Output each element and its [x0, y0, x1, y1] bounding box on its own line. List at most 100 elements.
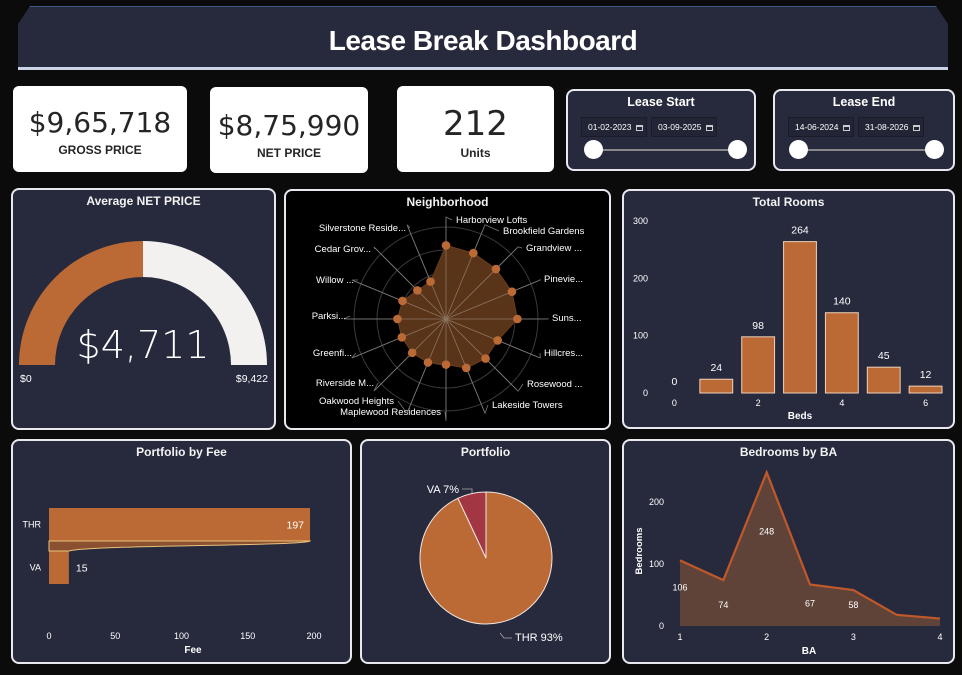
bedrooms-by-ba-area-chart: 106 74 248 67 58 0 100 200 1 2 3 4 BA Bedrooms	[634, 469, 943, 657]
card-title: Portfolio by Fee	[136, 445, 227, 459]
radar-point	[413, 286, 422, 295]
radar-leader-line	[472, 224, 500, 254]
bar	[741, 336, 776, 394]
bar	[866, 366, 901, 394]
radar-category-label: Grandview ...	[526, 243, 582, 254]
calendar-icon[interactable]	[843, 125, 851, 131]
slider-start-handle[interactable]	[584, 140, 603, 159]
data-label: 74	[718, 600, 728, 610]
calendar-icon[interactable]	[636, 125, 644, 131]
bedrooms-by-ba-card: Bedrooms by BA 106 74 248 67 58 0 100 200 1 2 3 4 BA…	[622, 439, 955, 664]
card-title: Portfolio	[460, 445, 511, 459]
pie-leader-line	[499, 632, 512, 639]
kpi-value: $9,65,718	[28, 106, 172, 139]
radar-leader-line	[373, 352, 413, 392]
lease-end-to-input[interactable]: 31-08-2026	[858, 117, 924, 137]
gauge-max-label: $9,422	[236, 373, 268, 385]
kpi-gross-price: $9,65,718 GROSS PRICE	[13, 86, 187, 172]
bar-value-label: 197	[286, 520, 304, 532]
radar-point	[398, 296, 407, 306]
radar-category-label: Pinevie...	[544, 274, 583, 285]
bar-value-label: 12	[920, 369, 932, 381]
data-label: 58	[848, 600, 858, 610]
lease-start-to-input[interactable]: 03-09-2025	[651, 117, 717, 137]
radar-leader-line	[373, 246, 418, 291]
x-tick-label: 3	[851, 632, 856, 642]
y-tick-label: 100	[633, 331, 648, 341]
slider-start-handle[interactable]	[789, 140, 808, 159]
radar-category-label: Suns...	[552, 313, 582, 324]
slider-end-handle[interactable]	[925, 140, 944, 159]
x-tick-label: 100	[174, 631, 189, 641]
card-title: Neighborhood	[406, 195, 489, 209]
radar-point	[507, 287, 517, 296]
x-axis-title: Beds	[788, 411, 813, 422]
radar-point	[393, 314, 402, 324]
data-label: 106	[672, 582, 687, 592]
radar-category-label: Lakeside Towers	[492, 400, 563, 411]
radar-category-label: Brookfield Gardens	[503, 226, 585, 237]
radar-category-label: Silverstone Reside...	[319, 223, 406, 234]
gauge-min-label: $0	[20, 373, 32, 385]
x-tick-label: 2	[756, 398, 761, 408]
slider-track[interactable]	[594, 149, 734, 151]
lease-end-from-input[interactable]: 14-06-2024	[788, 117, 854, 137]
radar-point	[461, 363, 471, 373]
calendar-icon[interactable]	[913, 125, 921, 131]
pie-slice-label: THR 93%	[515, 632, 563, 644]
kpi-label: NET PRICE	[256, 146, 321, 160]
card-title: Total Rooms	[752, 195, 825, 209]
bar-value-label: 98	[752, 320, 764, 332]
lease-start-slicer: Lease Start 01-02-2023 03-09-2025	[566, 89, 756, 171]
gauge-chart: $4,711 $0 $9,422	[19, 241, 268, 385]
gauge-fill	[19, 241, 143, 365]
lease-start-from-input[interactable]: 01-02-2023	[581, 117, 647, 137]
x-tick-label: 4	[839, 398, 844, 408]
gauge-track	[143, 241, 267, 365]
slider-track[interactable]	[799, 149, 933, 151]
pie-leader-line	[462, 488, 473, 493]
area-fill	[680, 472, 940, 626]
x-tick-label: 1	[677, 632, 682, 642]
date-value: 03-09-2025	[658, 122, 702, 132]
kpi-label: Units	[460, 146, 491, 160]
slider-end-handle[interactable]	[728, 140, 747, 159]
y-tick-label: 200	[649, 497, 664, 507]
x-tick-label: 2	[764, 632, 769, 642]
date-value: 14-06-2024	[795, 122, 839, 132]
y-tick-label: 100	[649, 559, 664, 569]
lease-end-slicer: Lease End 14-06-2024 31-08-2026	[773, 89, 955, 171]
y-tick-label: 0	[643, 388, 648, 398]
radar-leader-line	[517, 318, 549, 320]
bar-value-label: 45	[878, 350, 890, 362]
y-tick-label: 300	[633, 216, 648, 226]
x-axis-title: BA	[802, 646, 816, 657]
ribbon-connector	[48, 540, 312, 552]
radar-leader-line	[351, 279, 403, 302]
radar-category-label: Maplewood Residences	[340, 407, 441, 418]
bar-value-label: 24	[710, 362, 722, 374]
total-rooms-card: Total Rooms 0 100 200 300 0 24 98 264 140 45 12 0 2 4…	[622, 189, 955, 429]
pie-slice-label: VA 7%	[427, 484, 459, 496]
kpi-label: GROSS PRICE	[58, 143, 142, 157]
calendar-icon[interactable]	[706, 125, 714, 131]
radar-point	[426, 277, 435, 286]
bar	[824, 312, 859, 394]
gauge-value: $4,711	[77, 323, 210, 367]
radar-point	[481, 354, 490, 363]
radar-leader-line	[445, 216, 453, 246]
radar-point	[491, 264, 501, 274]
slicer-title: Lease Start	[627, 95, 695, 109]
kpi-units: 212 Units	[397, 86, 554, 172]
radar-category-label: Willow ...	[316, 275, 354, 286]
x-axis-title: Fee	[184, 645, 202, 656]
slicer-title: Lease End	[832, 95, 896, 109]
bar-value-label: 264	[791, 225, 809, 237]
y-axis-title: Bedrooms	[634, 528, 645, 575]
portfolio-by-fee-card: Portfolio by Fee THR VA 197 15 0 50 100 150 200 F…	[11, 439, 352, 664]
radar-category-label: Hillcres...	[544, 348, 583, 359]
bar	[908, 385, 943, 394]
x-tick-label: 50	[110, 631, 120, 641]
portfolio-card: Portfolio THR 93% VA 7%	[360, 439, 611, 664]
